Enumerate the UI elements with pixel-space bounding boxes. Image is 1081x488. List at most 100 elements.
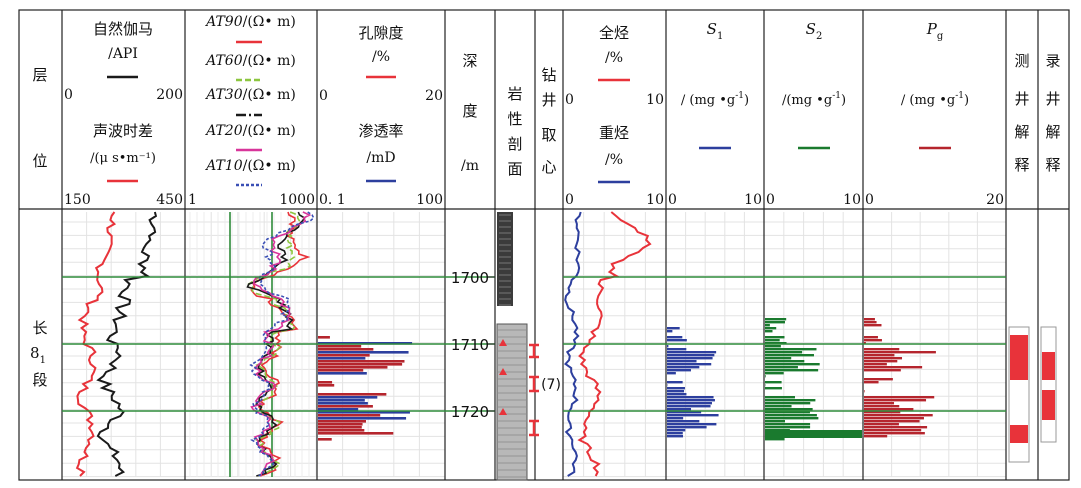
porosity-bar [318,369,363,372]
lithology-header-1: 岩 [507,85,522,103]
at90-label: AT90/(Ω• m) [204,14,296,30]
porosity-bar [318,420,366,423]
s2-bar [765,399,815,401]
heavy-hc-min: 0 [565,192,574,208]
core-intervals [529,345,539,435]
s1-bar [667,336,682,338]
s2-bar [765,414,817,416]
porosity-bar [318,426,362,429]
lithology-sandstone [497,324,527,480]
s1-bar [667,429,685,431]
s2-bar [765,387,782,389]
heavy-hc-name: 重烃 [599,124,629,142]
s1-bar [667,360,697,362]
s1-bar [667,369,691,371]
porosity-name: 孔隙度 [358,24,403,42]
mudlog-interp-oil [1042,390,1055,420]
s2-bar [765,372,784,374]
s2-bar [765,324,770,326]
porosity-bar [318,432,393,435]
mudlog-interp-oil [1042,352,1055,380]
permeability-unit: /mD [366,150,395,166]
porosity-bar [318,363,402,366]
pg-bar [864,423,899,425]
coring-header-1: 钻 [541,66,556,84]
s1-bar [667,345,668,347]
heavy-hc-unit: /% [605,152,623,168]
porosity-bar [318,354,370,357]
pg-bar [864,351,936,353]
lithology-column [497,212,527,480]
s2-bar [765,318,786,320]
s2-bar [765,366,798,368]
pg-bar [864,426,927,428]
zone-label-main: 81 [30,344,46,366]
s2-bar [765,348,816,350]
porosity-max: 20 [425,88,443,104]
porosity-bar [318,348,373,351]
s2-bar [765,330,772,332]
permeability-max: 100 [416,192,443,208]
pg-bar [864,321,877,323]
pg-bar [864,399,926,401]
s2-bar [765,321,785,323]
total-hc-max: 10 [646,92,664,108]
porosity-bar [318,381,332,384]
s1-bar [667,351,716,353]
sonic-name: 声波时差 [93,122,153,140]
porosity-bar [318,384,334,387]
coring-header-4: 心 [541,158,556,176]
s1-bar [667,405,711,407]
sonic-max: 450 [156,192,183,208]
lithology-header-4: 面 [507,160,522,178]
pg-bar [864,390,865,392]
porosity-bar [318,414,380,417]
permeability-name: 渗透率 [358,122,403,140]
porosity-bar [318,345,361,348]
s2-symbol: S2 [806,20,823,42]
logging-interp-oil [1010,335,1028,380]
gamma-unit: /API [108,46,138,62]
resistivity-max: 1000 [279,192,315,208]
pg-bar [864,369,901,371]
s2-bar [765,354,814,356]
depth-scale: 1700 1710 1720 [451,269,495,421]
pg-bar [864,354,894,356]
mudlog-interp-4: 释 [1045,156,1060,174]
total-hc-unit: /% [605,50,623,66]
lithology-mudstone [497,212,513,306]
porosity-bar [318,438,332,441]
porosity-bar [318,429,364,432]
s2-bar [765,375,766,377]
s2-bar [765,420,785,422]
mudlog-interp-column [1041,327,1056,442]
lithology-header-2: 性 [507,110,522,128]
s1-bar [667,348,686,350]
pg-bar [864,408,913,410]
s2-bar [765,360,804,362]
porosity-bar [318,396,377,399]
s2-max: 10 [843,192,861,208]
s1-bar [667,327,680,329]
s1-bar [667,408,691,410]
resistivity-min: 1 [188,192,197,208]
s2-bar [765,345,781,347]
s2-bar [765,405,792,407]
s2-bar [765,408,813,410]
s1-bar [667,402,712,404]
s2-bar [765,402,810,404]
porosity-bar [318,372,367,375]
depth-header-1: 深 [462,52,477,70]
total-hc-name: 全烃 [599,24,629,42]
s1-bar [667,432,683,434]
s1-bar [667,366,699,368]
pg-bar [864,363,887,365]
coring-header-2: 井 [541,91,556,109]
depth-tick-1700: 1700 [451,269,489,287]
s1-bar [667,396,714,398]
porosity-bar [318,399,365,402]
pg-bar [864,414,933,416]
s1-bar [667,372,676,374]
porosity-unit: /% [372,49,390,65]
porosity-bar [318,417,406,420]
